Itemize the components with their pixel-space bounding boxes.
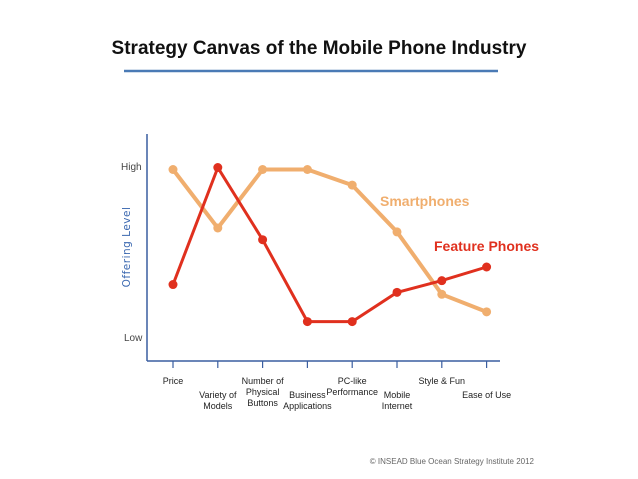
x-tick-label: Price xyxy=(163,376,184,386)
y-axis-label: Offering Level xyxy=(121,207,133,288)
x-tick-label: Mobile Internet xyxy=(382,390,413,411)
data-point-feature-phones xyxy=(437,276,447,286)
data-point-smartphones xyxy=(213,223,223,233)
x-tick-label: Ease of Use xyxy=(462,390,511,400)
chart-title: Strategy Canvas of the Mobile Phone Indu… xyxy=(112,38,527,59)
data-point-feature-phones xyxy=(347,317,357,327)
x-axis-ticks xyxy=(172,361,488,368)
series-label-smartphones: Smartphones xyxy=(380,193,470,209)
data-point-smartphones xyxy=(347,180,357,190)
data-point-feature-phones xyxy=(258,235,268,245)
x-tick-label: Business Applications xyxy=(283,390,332,411)
data-point-smartphones xyxy=(392,227,402,237)
copyright-text: © INSEAD Blue Ocean Strategy Institute 2… xyxy=(370,457,535,466)
data-point-feature-phones xyxy=(392,287,402,297)
series-line-feature-phones xyxy=(171,166,489,324)
data-point-feature-phones xyxy=(213,163,223,173)
data-point-feature-phones xyxy=(482,262,492,272)
y-level-low: Low xyxy=(124,333,143,344)
data-point-feature-phones xyxy=(168,280,178,290)
data-point-smartphones xyxy=(258,165,268,174)
x-tick-label: PC-like Performance xyxy=(326,376,378,397)
y-level-high: High xyxy=(121,162,142,173)
series-points xyxy=(168,163,492,327)
series-label-feature-phones: Feature Phones xyxy=(434,238,539,254)
data-point-smartphones xyxy=(302,165,312,174)
data-point-feature-phones xyxy=(302,317,312,327)
data-point-smartphones xyxy=(437,289,447,299)
data-point-smartphones xyxy=(168,165,178,174)
x-tick-label: Number of Physical Buttons xyxy=(242,376,285,408)
x-tick-label: Style & Fun xyxy=(419,376,466,386)
x-tick-label: Variety of Models xyxy=(199,390,237,411)
series-lines xyxy=(171,166,489,324)
data-point-smartphones xyxy=(482,307,492,317)
